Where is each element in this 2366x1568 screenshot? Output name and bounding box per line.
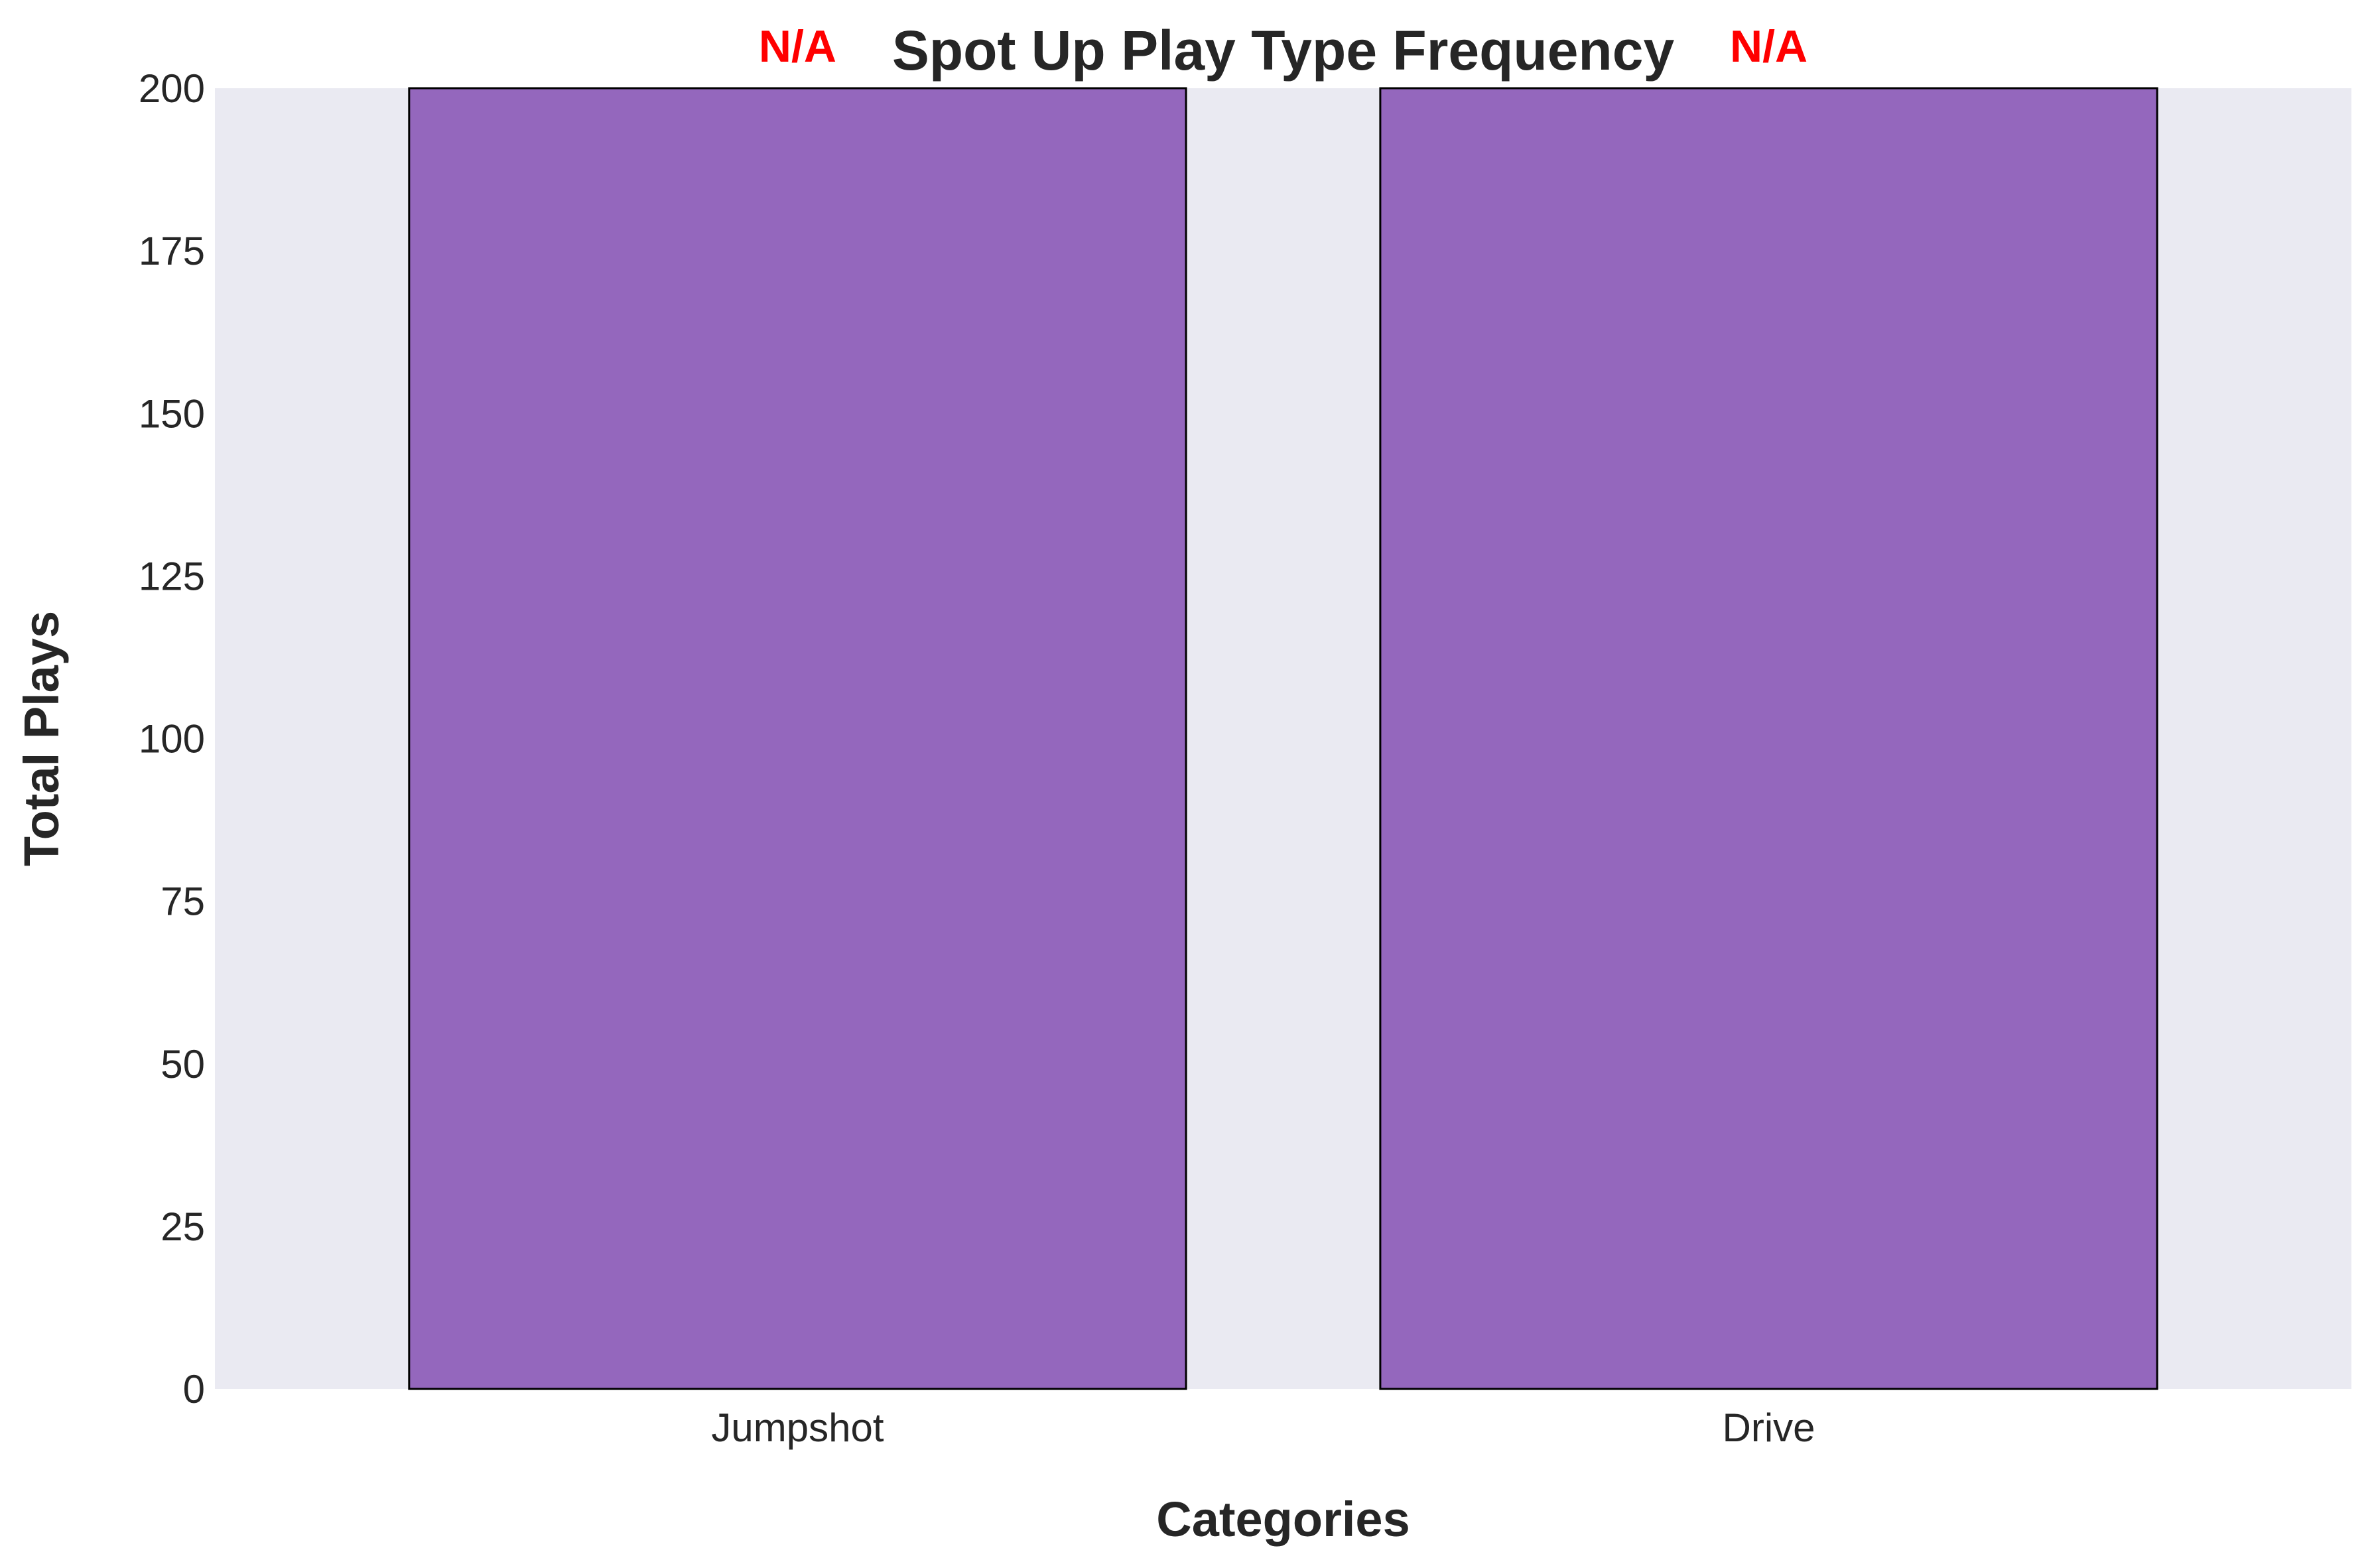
x-axis-title: Categories [1156,1492,1410,1547]
y-axis: 0 25 50 75 100 125 150 175 200 [139,66,205,1411]
chart-title: Spot Up Play Type Frequency [892,19,1675,82]
y-tick-label-50: 50 [161,1042,205,1086]
y-tick-label-100: 100 [139,717,205,761]
bar-drive [1379,87,2158,1390]
data-label-jumpshot: N/A [759,21,836,72]
y-axis-title: Total Plays [14,611,69,866]
y-tick-label-0: 0 [183,1367,205,1411]
y-tick-label-25: 25 [161,1205,205,1249]
x-tick-label-drive: Drive [1723,1405,1815,1450]
y-tick-label-75: 75 [161,880,205,924]
bar-jumpshot [408,87,1187,1390]
y-tick-label-125: 125 [139,554,205,598]
y-tick-label-200: 200 [139,66,205,111]
y-tick-label-175: 175 [139,229,205,273]
data-labels-layer: N/A N/A [759,21,1807,72]
y-tick-label-150: 150 [139,391,205,436]
x-axis: Jumpshot Drive [711,1405,1815,1450]
x-tick-label-jumpshot: Jumpshot [711,1405,884,1450]
data-label-drive: N/A [1730,21,1807,72]
bars-layer [408,87,2158,1390]
